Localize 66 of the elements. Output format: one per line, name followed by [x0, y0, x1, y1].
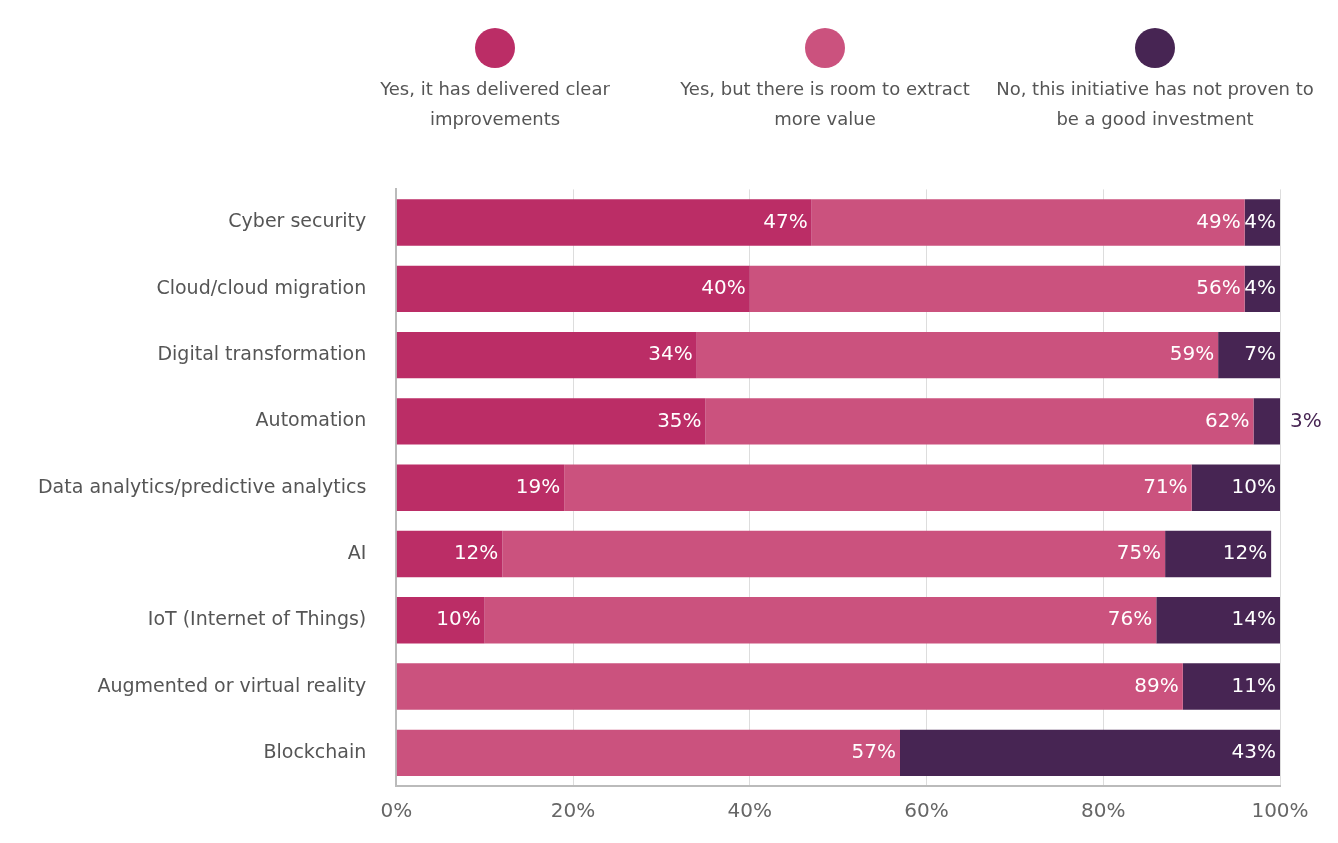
data-label: 35% [657, 407, 702, 432]
bar [1182, 663, 1280, 710]
data-label: 34% [648, 341, 693, 366]
bar [396, 464, 565, 511]
x-tick-label: 100% [1251, 798, 1309, 823]
data-label: 10% [1231, 473, 1276, 498]
data-label: 47% [763, 208, 808, 233]
y-tick-label: Augmented or virtual reality [97, 673, 367, 696]
data-label: 12% [453, 540, 499, 565]
bar [1253, 398, 1280, 445]
y-tick-label: Blockchain [263, 739, 367, 762]
y-tick-label: IoT (Internet of Things) [147, 607, 367, 630]
data-label: 56% [1196, 275, 1241, 300]
y-tick-label: Digital transformation [157, 342, 367, 365]
data-label: 4% [1244, 275, 1276, 300]
bar [396, 729, 900, 777]
legend-label: Yes, but there is room to extract more value [679, 77, 971, 131]
data-label: 89% [1134, 672, 1179, 697]
data-label: 59% [1169, 341, 1215, 366]
data-label: 19% [515, 473, 561, 498]
bar [396, 530, 503, 578]
bar [749, 265, 1245, 313]
bar [564, 464, 1192, 511]
bar [396, 265, 750, 313]
bar [696, 331, 1219, 379]
data-label: 10% [436, 606, 481, 631]
legend-label: No, this initiative has not proven to be a good investment [995, 77, 1315, 131]
bar [484, 597, 1157, 644]
y-tick-label: Automation [255, 408, 367, 431]
x-tick-label: 80% [1081, 798, 1126, 823]
x-tick-label: 40% [727, 798, 772, 823]
data-label: 76% [1107, 606, 1153, 631]
bar [396, 331, 697, 379]
data-label: 14% [1231, 606, 1276, 631]
data-label: 43% [1231, 739, 1276, 764]
bar [1191, 464, 1280, 511]
bar [1165, 530, 1272, 578]
data-label: 7% [1244, 341, 1276, 366]
bar [1218, 331, 1280, 379]
data-label: 4% [1244, 208, 1276, 233]
x-tick-label: 0% [380, 798, 413, 823]
data-label: 12% [1222, 540, 1268, 565]
data-label: 71% [1143, 473, 1188, 498]
data-label: 49% [1196, 208, 1241, 233]
y-tick-label: Cloud/cloud migration [156, 275, 367, 298]
data-label: 11% [1231, 672, 1276, 697]
x-tick-label: 60% [904, 798, 949, 823]
y-tick-label: Cyber security [228, 209, 367, 232]
x-tick-label: 20% [550, 798, 596, 823]
bar [396, 663, 1183, 710]
data-label: 75% [1116, 540, 1162, 565]
y-tick-label: Data analytics/predictive analytics [37, 474, 367, 497]
bar [396, 199, 812, 246]
data-label: 62% [1205, 407, 1250, 432]
bar [396, 398, 706, 445]
bar [396, 597, 485, 644]
data-label: 40% [701, 275, 746, 300]
data-label: 57% [851, 739, 896, 764]
data-label: 3% [1290, 407, 1322, 432]
bar [900, 729, 1280, 777]
bar [705, 398, 1254, 445]
bar [1156, 597, 1280, 644]
y-tick-label: AI [347, 540, 367, 563]
legend-label: Yes, it has delivered clear improvements [379, 77, 611, 131]
bar [502, 530, 1166, 578]
bar [811, 199, 1245, 246]
